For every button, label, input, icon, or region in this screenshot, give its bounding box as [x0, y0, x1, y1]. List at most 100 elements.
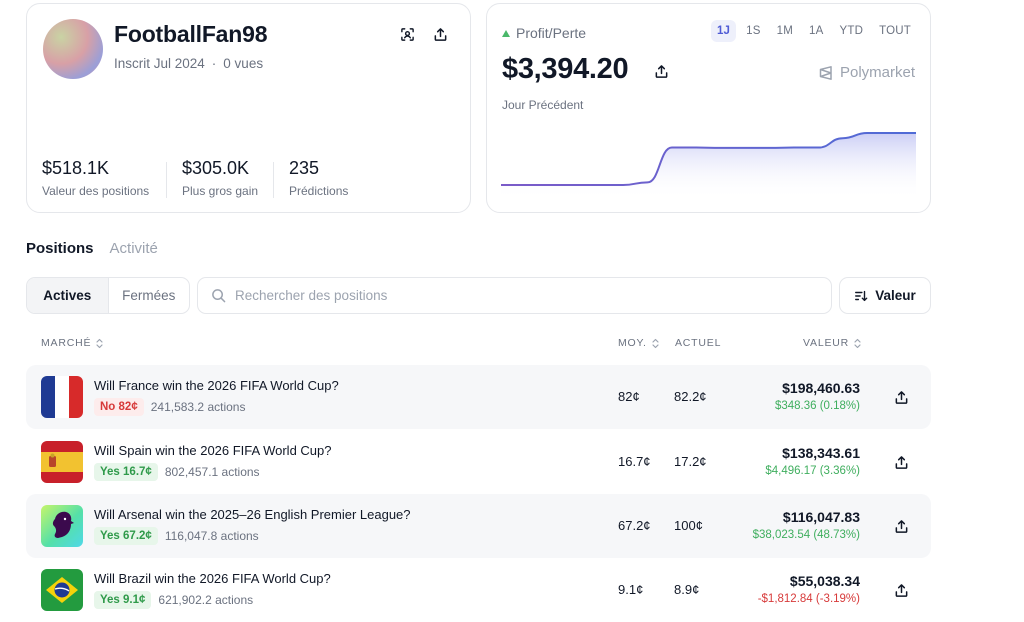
share-profile-button[interactable]	[429, 23, 451, 45]
column-header-current: ACTUEL	[675, 337, 721, 349]
tab-positions[interactable]: Positions	[26, 240, 94, 257]
outcome-badge: Yes 67.2¢	[94, 527, 158, 545]
share-position-button[interactable]	[890, 579, 912, 601]
triangle-up-icon	[502, 29, 510, 37]
share-position-button[interactable]	[890, 515, 912, 537]
sort-label: Valeur	[875, 288, 916, 303]
stat-value: $518.1K	[42, 158, 110, 178]
column-header-avg[interactable]: MOY.	[618, 337, 660, 349]
sort-toggle-icon	[96, 338, 103, 348]
share-icon	[895, 519, 907, 533]
pnl-label: Profit/Perte	[502, 25, 586, 41]
search-input[interactable]	[235, 288, 831, 303]
column-header-market[interactable]: MARCHÉ	[41, 337, 104, 349]
market-title[interactable]: Will Arsenal win the 2025–26 English Pre…	[94, 507, 411, 522]
stat-label: Valeur des positions	[42, 184, 150, 198]
polymarket-logo-icon	[819, 65, 832, 80]
avg-price: 9.1¢	[618, 582, 644, 597]
stat-value: $305.0K	[182, 158, 250, 178]
position-meta: Yes 16.7¢ 802,457.1 actions	[94, 463, 260, 481]
share-position-button[interactable]	[890, 451, 912, 473]
tab-activity[interactable]: Activité	[109, 240, 158, 257]
value-change: $348.36 (0.18%)	[774, 400, 860, 412]
current-price: 82.2¢	[674, 389, 707, 404]
stat-divider	[273, 162, 274, 198]
sort-toggle-icon	[854, 338, 861, 348]
market-title[interactable]: Will Spain win the 2026 FIFA World Cup?	[94, 443, 332, 458]
share-count: 802,457.1 actions	[164, 465, 260, 479]
france-flag-icon	[41, 376, 83, 418]
position-meta: Yes 67.2¢ 116,047.8 actions	[94, 527, 259, 545]
stat-positions-value: $518.1K Valeur des positions	[42, 158, 149, 198]
share-position-button[interactable]	[890, 386, 912, 408]
position-value: $138,343.61	[782, 445, 860, 461]
separator-dot: ·	[211, 56, 217, 71]
column-header-label: ACTUEL	[675, 337, 722, 349]
table-row[interactable]: Will Arsenal win the 2025–26 English Pre…	[26, 494, 931, 558]
range-tab[interactable]: 1J	[710, 20, 737, 42]
avg-price: 82¢	[618, 389, 640, 404]
scan-icon	[400, 27, 414, 41]
brand-name: Polymarket	[839, 64, 915, 81]
search-box	[197, 277, 832, 314]
view-count: 0 vues	[223, 56, 264, 71]
column-header-value[interactable]: VALEUR	[803, 337, 862, 349]
sort-toggle-icon	[652, 338, 659, 348]
outcome-badge: No 82¢	[94, 398, 144, 416]
joined-date: Inscrit Jul 2024	[114, 56, 205, 71]
outcome-badge: Yes 16.7¢	[94, 463, 158, 481]
range-tab[interactable]: TOUT	[879, 25, 911, 37]
filter-closed-button[interactable]: Fermées	[122, 288, 176, 303]
value-change: -$1,812.84 (-3.19%)	[757, 593, 860, 605]
pnl-value: $3,394.20	[502, 53, 629, 85]
search-icon	[212, 289, 226, 303]
pnl-card: Profit/Perte 1J 1S 1M 1A YTD TOUT $3,394.20 P…	[486, 3, 931, 213]
column-header-label: MARCHÉ	[41, 337, 92, 349]
scan-qr-button[interactable]	[396, 23, 418, 45]
table-row[interactable]: Will France win the 2026 FIFA World Cup?…	[26, 365, 931, 429]
stat-value: 235	[289, 158, 320, 178]
market-title[interactable]: Will Brazil win the 2026 FIFA World Cup?	[94, 571, 331, 586]
sort-icon	[855, 290, 868, 301]
profile-meta: Inscrit Jul 2024 · 0 vues	[114, 56, 263, 71]
share-icon	[655, 64, 667, 78]
pnl-period-label: Jour Précédent	[502, 98, 584, 112]
current-price: 8.9¢	[674, 582, 700, 597]
current-price: 100¢	[674, 518, 703, 533]
avatar	[43, 19, 103, 79]
range-tab[interactable]: YTD	[839, 25, 864, 37]
share-icon	[895, 455, 907, 469]
spain-flag-icon	[41, 441, 83, 483]
range-tab[interactable]: 1M	[776, 25, 794, 37]
polymarket-brand: Polymarket	[818, 64, 915, 81]
pnl-chart	[501, 132, 916, 199]
filter-active-button[interactable]: Actives	[27, 278, 109, 313]
outcome-badge: Yes 9.1¢	[94, 591, 152, 609]
current-price: 17.2¢	[674, 454, 707, 469]
stat-divider	[166, 162, 167, 198]
status-segmented-control: Actives Fermées	[26, 277, 190, 314]
sort-button[interactable]: Valeur	[839, 277, 931, 314]
range-tab[interactable]: 1S	[746, 25, 761, 37]
market-title[interactable]: Will France win the 2026 FIFA World Cup?	[94, 378, 339, 393]
profile-card: FootballFan98 Inscrit Jul 2024 · 0 vues $5…	[26, 3, 471, 213]
position-value: $116,047.83	[782, 509, 860, 525]
stat-label: Prédictions	[289, 184, 349, 198]
range-tabs: 1J 1S 1M 1A YTD TOUT	[710, 20, 917, 42]
position-value: $198,460.63	[782, 380, 860, 396]
brazil-flag-icon	[41, 569, 83, 611]
stat-biggest-win: $305.0K Plus gros gain	[182, 158, 258, 198]
value-change: $4,496.17 (3.36%)	[765, 465, 860, 477]
share-count: 621,902.2 actions	[158, 593, 254, 607]
share-icon	[895, 583, 907, 597]
share-pnl-button[interactable]	[650, 60, 672, 82]
stat-label: Plus gros gain	[182, 184, 259, 198]
table-row[interactable]: Will Spain win the 2026 FIFA World Cup? Y…	[26, 430, 931, 494]
table-row[interactable]: Will Brazil win the 2026 FIFA World Cup?…	[26, 558, 931, 622]
position-value: $55,038.34	[789, 573, 860, 589]
share-count: 116,047.8 actions	[164, 529, 259, 543]
stat-predictions: 235 Prédictions	[289, 158, 348, 198]
avg-price: 67.2¢	[618, 518, 651, 533]
range-tab[interactable]: 1A	[809, 25, 824, 37]
column-header-label: VALEUR	[803, 337, 850, 349]
